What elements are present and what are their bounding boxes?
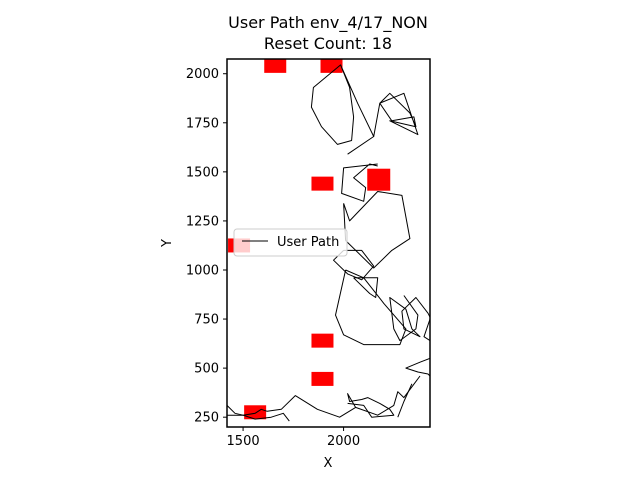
user-path-segment [353, 277, 379, 298]
user-path-segment [389, 295, 430, 342]
y-axis-label: Y [160, 239, 175, 248]
user-path-segment [341, 163, 378, 202]
chart-title: User Path env_4/17_NON [228, 13, 428, 33]
y-tick-label: 1000 [186, 263, 219, 278]
y-tick-label: 750 [194, 313, 219, 328]
user-path-series [227, 64, 430, 422]
x-tick-label: 2000 [327, 434, 360, 449]
legend: User Path [233, 228, 348, 257]
y-axis: 250 500 750 1000 1250 1500 1750 2000 [186, 67, 227, 426]
user-path-segment [227, 405, 290, 422]
obstacle-marker [367, 168, 391, 191]
user-path-segment [343, 191, 411, 269]
user-path-segment [373, 92, 419, 137]
user-path-segment [333, 249, 375, 281]
obstacle-marker [320, 59, 343, 73]
user-path-segment [227, 395, 356, 418]
x-axis: 1500 2000 [227, 427, 360, 449]
x-tick-label: 1500 [227, 434, 260, 449]
x-axis-label: X [324, 456, 333, 471]
axes-frame [226, 58, 431, 428]
y-tick-label: 1750 [186, 116, 219, 131]
y-tick-label: 500 [194, 362, 219, 377]
y-tick-label: 1250 [186, 214, 219, 229]
obstacle-marker [311, 333, 334, 348]
user-path-segment [347, 375, 421, 418]
y-tick-label: 1500 [186, 165, 219, 180]
user-path-segment [397, 383, 413, 418]
y-tick-label: 250 [194, 411, 219, 426]
user-path-segment [405, 357, 430, 377]
user-path-segment [310, 64, 375, 155]
chart-subtitle: Reset Count: 18 [264, 34, 392, 53]
y-tick-label: 2000 [186, 67, 219, 82]
obstacle-marker [244, 405, 267, 420]
obstacle-marker [311, 371, 334, 386]
legend-box [233, 228, 348, 257]
legend-label-user-path: User Path [277, 235, 339, 250]
obstacle-marker [311, 176, 334, 191]
user-path-segment [335, 269, 407, 346]
obstacle-marker [264, 59, 287, 73]
user-path-segment [423, 318, 430, 342]
